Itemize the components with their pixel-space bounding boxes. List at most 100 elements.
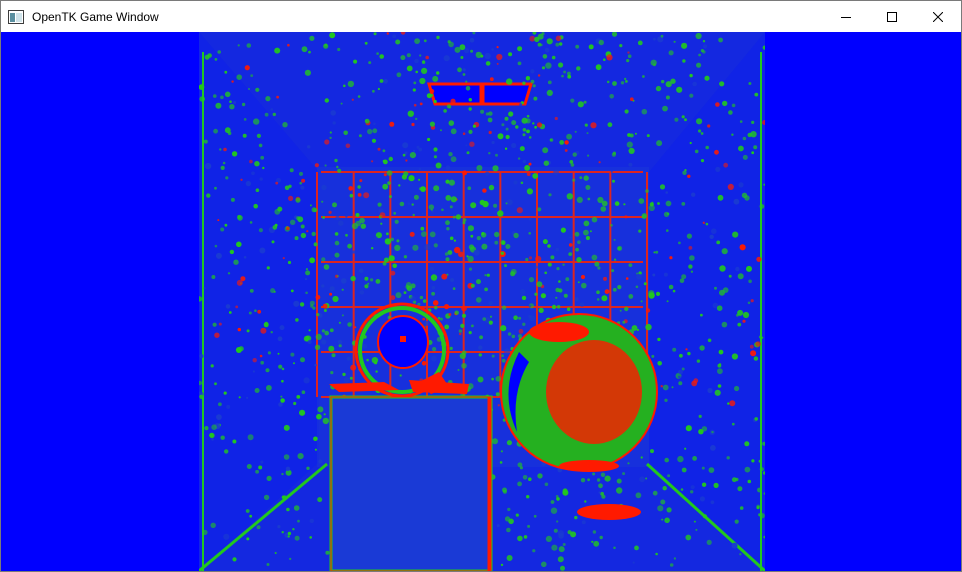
game-client-area[interactable] <box>1 32 961 571</box>
noise-speckle <box>559 140 565 145</box>
noise-speckle <box>639 476 645 483</box>
noise-speckle <box>473 249 480 256</box>
noise-speckle <box>660 385 663 388</box>
noise-speckle <box>430 209 433 211</box>
noise-speckle <box>678 375 681 379</box>
noise-speckle <box>667 474 671 478</box>
noise-speckle <box>371 247 374 250</box>
noise-speckle <box>255 469 259 474</box>
noise-speckle <box>450 196 457 203</box>
minimize-button[interactable] <box>823 1 869 32</box>
room-geometry <box>199 32 765 571</box>
noise-speckle <box>241 102 246 107</box>
noise-speckle <box>586 132 589 135</box>
noise-speckle <box>492 438 498 445</box>
noise-speckle <box>702 221 705 224</box>
noise-speckle <box>511 142 517 149</box>
noise-speckle <box>569 160 574 164</box>
noise-speckle <box>485 61 491 66</box>
noise-speckle <box>506 555 513 561</box>
noise-speckle <box>522 128 527 132</box>
noise-speckle <box>484 274 487 277</box>
noise-speckle <box>601 295 608 302</box>
noise-speckle <box>558 62 564 68</box>
noise-speckle <box>215 102 222 109</box>
noise-speckle <box>448 120 455 126</box>
noise-speckle <box>622 320 626 324</box>
noise-speckle <box>526 114 530 118</box>
noise-speckle <box>253 118 260 125</box>
noise-speckle <box>532 32 537 35</box>
noise-speckle <box>304 69 311 76</box>
noise-speckle <box>551 55 556 60</box>
noise-speckle <box>576 196 583 203</box>
noise-speckle <box>426 93 432 99</box>
noise-speckle <box>629 133 634 138</box>
noise-speckle <box>293 401 297 406</box>
noise-speckle <box>287 43 290 47</box>
noise-speckle <box>505 244 511 249</box>
noise-speckle <box>739 553 742 556</box>
noise-speckle <box>731 542 738 549</box>
noise-speckle <box>597 196 604 204</box>
noise-speckle <box>681 274 687 280</box>
noise-speckle <box>383 173 387 177</box>
noise-speckle <box>622 472 626 476</box>
title-bar[interactable]: OpenTK Game Window <box>1 1 961 32</box>
noise-speckle <box>612 287 617 292</box>
noise-speckle <box>324 98 329 103</box>
noise-speckle <box>419 102 423 106</box>
noise-speckle <box>526 129 530 134</box>
noise-speckle <box>468 107 472 111</box>
noise-speckle <box>431 291 435 296</box>
noise-speckle <box>421 231 427 238</box>
noise-speckle <box>749 344 754 349</box>
noise-speckle <box>335 215 340 220</box>
noise-speckle <box>589 230 592 233</box>
noise-speckle <box>542 54 548 59</box>
noise-speckle <box>504 147 508 150</box>
noise-speckle <box>580 274 586 280</box>
noise-speckle <box>666 212 670 216</box>
noise-speckle <box>472 32 476 35</box>
noise-speckle <box>583 100 587 104</box>
noise-speckle <box>329 292 333 296</box>
noise-speckle <box>250 74 254 77</box>
noise-speckle <box>346 356 351 361</box>
noise-speckle <box>652 273 656 277</box>
noise-speckle <box>556 497 560 501</box>
noise-speckle <box>270 108 273 111</box>
noise-speckle <box>727 402 730 405</box>
noise-speckle <box>309 300 315 306</box>
noise-speckle <box>206 193 211 198</box>
noise-speckle <box>603 276 607 281</box>
noise-speckle <box>289 168 294 173</box>
noise-speckle <box>661 518 664 521</box>
close-button[interactable] <box>915 1 961 32</box>
noise-speckle <box>508 518 514 525</box>
maximize-button[interactable] <box>869 1 915 32</box>
noise-speckle <box>224 223 228 227</box>
noise-speckle <box>389 121 395 127</box>
noise-speckle <box>441 208 444 212</box>
noise-speckle <box>685 425 692 432</box>
noise-speckle <box>285 469 292 476</box>
noise-speckle <box>606 54 613 61</box>
noise-speckle <box>657 361 662 366</box>
noise-speckle <box>266 385 272 391</box>
noise-speckle <box>753 145 758 150</box>
noise-speckle <box>309 204 312 207</box>
noise-speckle <box>666 300 669 303</box>
noise-speckle <box>687 351 691 356</box>
noise-speckle <box>271 240 275 244</box>
noise-speckle <box>707 387 713 394</box>
noise-speckle <box>696 118 703 125</box>
noise-speckle <box>732 231 739 238</box>
noise-speckle <box>638 198 645 204</box>
noise-speckle <box>400 32 406 35</box>
noise-speckle <box>229 104 235 110</box>
noise-speckle <box>428 204 435 210</box>
render-viewport[interactable] <box>199 32 765 571</box>
noise-speckle <box>680 488 684 491</box>
noise-speckle <box>379 212 386 219</box>
